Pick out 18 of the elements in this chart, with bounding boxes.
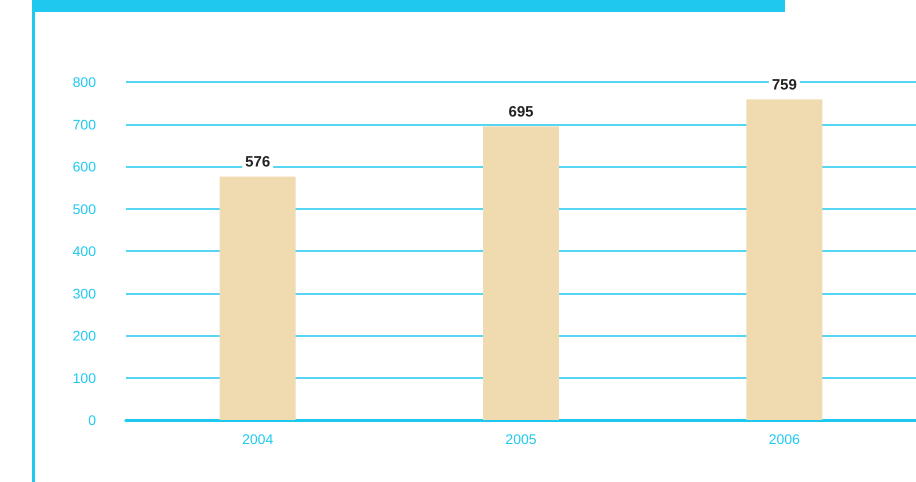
y-tick-label: 800 [72,74,96,90]
data-label: 576 [245,154,270,171]
x-tick-label: 2005 [505,431,537,447]
y-tick-label: 200 [72,328,96,344]
bar [483,126,559,420]
data-label: 695 [508,103,534,120]
y-tick-label: 0 [88,412,96,428]
y-tick-label: 100 [72,370,96,386]
y-tick-label: 300 [72,285,96,302]
x-tick-label: 2004 [242,431,274,447]
y-tick-label: 400 [72,243,96,259]
data-label: 759 [772,76,797,94]
y-tick-label: 600 [72,158,96,174]
y-tick-label: 700 [72,116,96,132]
x-tick-label: 2006 [768,431,800,447]
bar [220,176,296,420]
y-tick-label: 500 [72,200,96,217]
bar [746,99,822,420]
